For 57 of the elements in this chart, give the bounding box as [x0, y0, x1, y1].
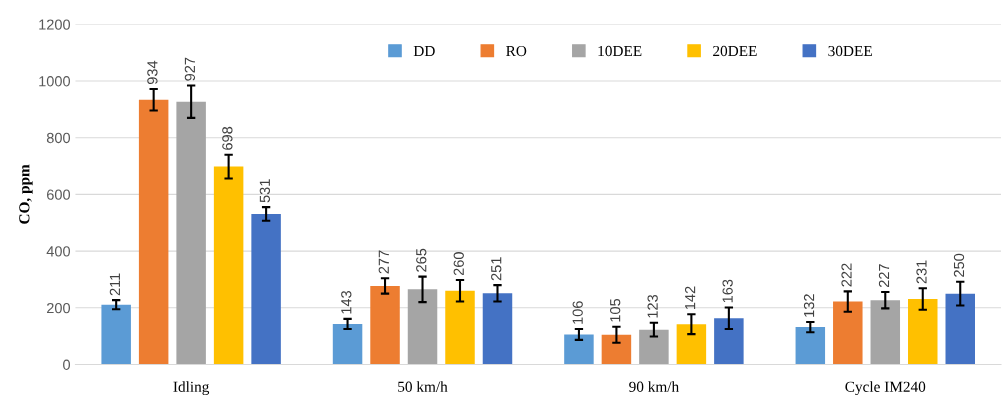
data-label: 265	[416, 248, 427, 272]
y-tick-label: 400	[46, 246, 71, 257]
bar	[564, 334, 594, 365]
x-tick-label: 90 km/h	[629, 381, 679, 392]
data-label: 251	[491, 257, 502, 281]
data-label: 211	[109, 273, 120, 296]
legend-label: 30DEE	[828, 45, 872, 57]
y-tick-label: 0	[63, 359, 71, 370]
bar	[833, 301, 863, 365]
bar	[213, 166, 244, 365]
bar	[676, 324, 707, 365]
data-label: 142	[684, 286, 696, 310]
bar	[482, 293, 513, 365]
data-label: 132	[803, 294, 815, 317]
x-tick-label: 50 km/h	[398, 381, 448, 392]
bar	[407, 289, 438, 365]
bar	[870, 300, 901, 365]
bar	[332, 323, 363, 365]
bar	[445, 290, 475, 365]
y-tick-label: 1200	[39, 19, 71, 30]
data-label: 106	[572, 301, 583, 324]
legend-label: DD	[413, 46, 435, 57]
y-tick-label: 800	[46, 132, 71, 144]
data-label: 105	[610, 298, 621, 322]
bar	[370, 285, 400, 365]
bar	[251, 213, 281, 365]
data-label: 231	[916, 260, 927, 284]
y-tick-label: 600	[47, 189, 71, 200]
bar	[176, 101, 206, 365]
data-label: 222	[841, 263, 852, 287]
y-axis-title: CO, ppm	[19, 164, 33, 224]
data-label: 143	[341, 291, 352, 314]
data-label: 163	[722, 279, 733, 303]
data-label: 250	[953, 253, 965, 277]
data-label: 123	[647, 294, 658, 318]
bar	[945, 293, 975, 365]
data-label: 227	[878, 264, 890, 288]
bar	[101, 304, 131, 365]
bar	[601, 334, 632, 365]
legend-label: RO	[506, 45, 527, 57]
bar	[795, 327, 826, 365]
data-label: 927	[184, 57, 196, 81]
bar	[908, 299, 938, 365]
bar	[138, 99, 169, 365]
y-tick-label: 200	[46, 302, 71, 314]
x-tick-label: Cycle IM240	[845, 381, 926, 396]
legend-label: 10DEE	[598, 45, 642, 57]
data-label: 260	[453, 252, 464, 276]
data-label: 934	[147, 60, 158, 85]
data-label: 277	[378, 250, 389, 274]
data-label: 698	[222, 126, 233, 150]
legend-label: 20DEE	[713, 45, 757, 57]
y-tick-label: 1000	[39, 76, 71, 87]
bar	[714, 318, 744, 365]
x-tick-label: Idling	[173, 381, 210, 396]
bar	[639, 329, 669, 365]
data-label: 531	[259, 179, 271, 203]
